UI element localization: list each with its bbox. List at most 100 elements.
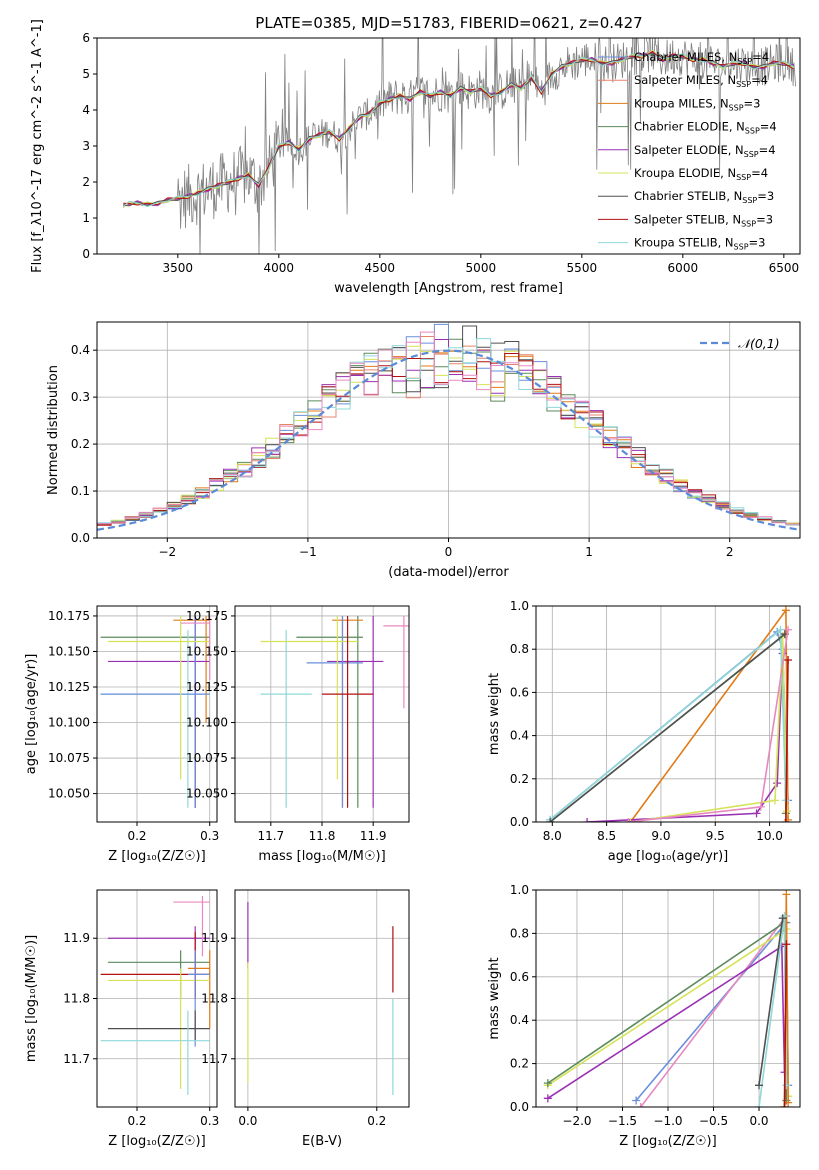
x-tick-label: 3500 bbox=[163, 261, 194, 275]
x-axis-label: mass [log₁₀(M/M☉)] bbox=[258, 849, 385, 864]
mass-weight-line-chabrier_miles bbox=[635, 920, 789, 1102]
errorbar-point-chabrier_elodie bbox=[296, 615, 363, 808]
x-axis-label: wavelength [Angstrom, rest frame] bbox=[334, 281, 563, 296]
errorbar-point-pink bbox=[180, 615, 211, 680]
mass-weight-marker bbox=[771, 796, 780, 805]
y-axis-label: mass weight bbox=[487, 957, 502, 1039]
y-tick-label: 3 bbox=[82, 139, 90, 153]
age_vs_Z-frame bbox=[96, 605, 218, 823]
y-tick-label: 0 bbox=[82, 247, 90, 261]
mass_vs_Z-plot-area bbox=[100, 896, 211, 1095]
age_vs_Z-plot-area bbox=[100, 615, 211, 808]
mass-weight-marker bbox=[782, 1081, 791, 1090]
errorbar-point-kroupa_elodie bbox=[260, 615, 358, 780]
legend-entry: 𝒩(0,1) bbox=[738, 336, 780, 351]
mass-weight-marker bbox=[780, 1103, 789, 1107]
mass-weight-marker bbox=[546, 818, 555, 822]
mass-weight-marker bbox=[583, 818, 592, 822]
mass-weight-marker bbox=[632, 1096, 641, 1105]
y-axis-label: mass [log₁₀(M/M☉)] bbox=[24, 935, 39, 1062]
mass-weight-marker bbox=[781, 818, 790, 822]
y-axis-label: Normed distribution bbox=[46, 365, 61, 495]
y-tick-label: 10.100 bbox=[186, 716, 228, 730]
y-tick-label: 0.6 bbox=[510, 685, 529, 699]
y-tick-label: 11.9 bbox=[201, 931, 228, 945]
x-tick-label: 5000 bbox=[466, 261, 497, 275]
y-axis-label: mass weight bbox=[487, 673, 502, 755]
y-tick-label: 10.150 bbox=[186, 644, 228, 658]
mass_vs_EBV-plot-area bbox=[247, 902, 394, 1095]
x-axis-label: age [log₁₀(age/yr)] bbox=[608, 849, 729, 864]
errorbar-point-kroupa_stelib bbox=[100, 1010, 210, 1095]
y-tick-label: 10.050 bbox=[48, 787, 90, 801]
mass-weight-marker bbox=[778, 914, 787, 923]
x-tick-label: 0.0 bbox=[238, 1114, 257, 1128]
x-tick-label: 11.7 bbox=[257, 829, 284, 843]
y-tick-label: 0.4 bbox=[71, 343, 90, 357]
x-tick-label: −2.0 bbox=[562, 1114, 591, 1128]
legend-entry: Salpeter STELIB, NSSP=3 bbox=[634, 212, 773, 228]
mass-weight-marker bbox=[624, 818, 633, 822]
mass-weight-line-salpeter_stelib bbox=[785, 659, 789, 822]
errorbar-point-chabrier_stelib bbox=[107, 1010, 210, 1041]
errorbar-point-pink bbox=[173, 896, 210, 957]
mass-weight-marker bbox=[784, 625, 793, 634]
mass-weight-marker bbox=[626, 818, 635, 822]
x-tick-label: −1.5 bbox=[608, 1114, 637, 1128]
y-tick-label: 11.9 bbox=[63, 931, 90, 945]
massweight_vs_Z-axes: −2.0 −1.5 −1.0 −0.5 0.0 0.0 0.2 0.4 0.6 0.8 1.0 Z [… bbox=[487, 883, 801, 1149]
mass-weight-line-salpeter_elodie bbox=[547, 944, 786, 1099]
x-tick-label: 0.0 bbox=[749, 1114, 768, 1128]
x-tick-label: 4000 bbox=[264, 261, 295, 275]
mass-weight-line-chabrier_stelib bbox=[549, 633, 786, 822]
y-tick-label: 10.050 bbox=[186, 787, 228, 801]
x-tick-label: 0.2 bbox=[127, 1114, 146, 1128]
age_vs_Z-axes: 0.2 0.3 10.050 10.075 10.100 10.125 10.150 10.1… bbox=[24, 605, 219, 864]
normal-curve bbox=[97, 349, 800, 531]
mass-weight-marker bbox=[781, 606, 790, 615]
massweight_vs_Z-plot-area bbox=[543, 890, 793, 1107]
x-tick-label: 2 bbox=[726, 545, 734, 559]
legend-entry: Chabrier STELIB, NSSP=3 bbox=[634, 189, 774, 205]
mass-weight-marker bbox=[543, 1094, 552, 1103]
x-tick-label: 0.3 bbox=[200, 1114, 219, 1128]
x-tick-label: 0.2 bbox=[367, 1114, 386, 1128]
y-tick-label: 0.4 bbox=[510, 729, 529, 743]
mass-weight-marker bbox=[773, 779, 782, 788]
legend-entry: Kroupa STELIB, NSSP=3 bbox=[634, 236, 765, 252]
errorbar-point-chabrier_miles bbox=[306, 615, 363, 808]
y-tick-label: 11.8 bbox=[201, 992, 228, 1006]
histogram-pink bbox=[97, 331, 800, 525]
x-tick-label: 11.9 bbox=[360, 829, 387, 843]
y-tick-label: 10.125 bbox=[186, 680, 228, 694]
y-tick-label: 0.4 bbox=[510, 1013, 529, 1027]
mass-weight-line-kroupa_elodie bbox=[630, 636, 788, 822]
x-tick-label: 11.8 bbox=[309, 829, 336, 843]
legend-entry: Salpeter ELODIE, NSSP=4 bbox=[634, 143, 776, 159]
mass-weight-marker bbox=[755, 1081, 764, 1090]
y-tick-label: 11.8 bbox=[63, 992, 90, 1006]
model-line-kroupa_stelib bbox=[123, 53, 795, 207]
y-tick-label: 0.0 bbox=[510, 815, 529, 829]
y-tick-label: 0.8 bbox=[510, 642, 529, 656]
y-tick-label: 0.2 bbox=[510, 1057, 529, 1071]
y-tick-label: 0.2 bbox=[510, 772, 529, 786]
x-axis-label: E(B-V) bbox=[302, 1134, 342, 1149]
x-tick-label: 1 bbox=[585, 545, 593, 559]
age_vs_mass-plot-area bbox=[260, 615, 409, 808]
x-axis-label: Z [log₁₀(Z/Z☉)] bbox=[108, 1134, 205, 1149]
x-tick-label: 8.5 bbox=[597, 829, 616, 843]
y-tick-label: 11.7 bbox=[63, 1052, 90, 1066]
x-tick-label: −0.5 bbox=[699, 1114, 728, 1128]
legend-entry: Kroupa MILES, NSSP=3 bbox=[634, 96, 760, 112]
x-tick-label: −2 bbox=[158, 545, 176, 559]
y-tick-label: 0.0 bbox=[71, 531, 90, 545]
mass-weight-line-pink bbox=[640, 913, 789, 1107]
mass-weight-line-salpeter_elodie bbox=[587, 653, 784, 822]
errorbar-point-pink bbox=[383, 615, 409, 709]
y-tick-label: 10.100 bbox=[48, 716, 90, 730]
mass-weight-marker bbox=[782, 807, 791, 816]
y-tick-label: 0.8 bbox=[510, 926, 529, 940]
residuals-plot-area bbox=[97, 323, 800, 531]
mass_vs_EBV-axes: 0.0 0.2 11.7 11.8 11.9 E(B-V) bbox=[201, 889, 410, 1149]
